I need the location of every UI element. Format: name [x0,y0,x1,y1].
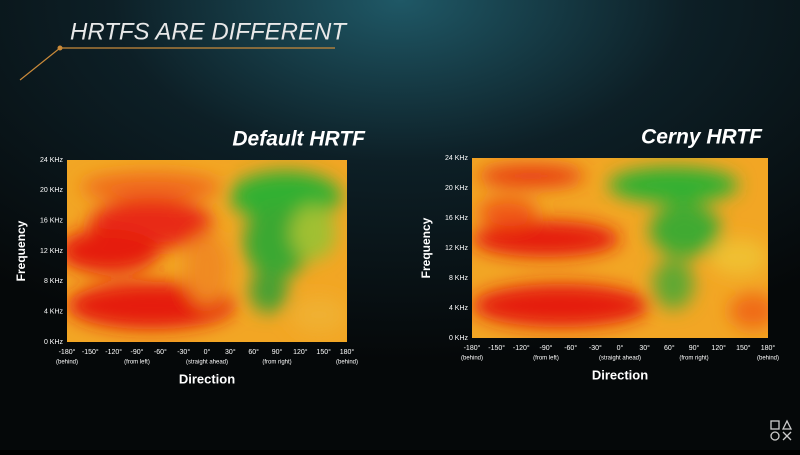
title-dot [57,45,63,51]
x-tick-label: 180° [340,348,355,356]
y-tick-label: 8 KHz [449,275,469,282]
x-tick-note: (straight ahead) [599,356,641,362]
x-tick-label: -60° [564,344,577,352]
heatmap-region [249,269,289,313]
x-tick-label: 180° [761,344,776,352]
x-tick-label: -30° [177,348,190,356]
y-tick-label: 0 KHz [449,335,469,342]
y-tick-label: 12 KHz [40,248,63,255]
heatmap [472,158,768,338]
heatmap-region [729,293,768,329]
heatmap-region [291,205,336,261]
x-tick-label: 0° [204,348,211,356]
x-tick-note: (from right) [262,360,291,366]
x-tick-note: (from left) [533,356,559,362]
y-tick-label: 20 KHz [445,185,468,192]
y-tick-label: 24 KHz [445,155,468,162]
ps-logo [770,419,793,441]
x-tick-note: (from right) [679,356,708,362]
x-tick-label: -90° [540,344,553,352]
heatmap-region [67,229,160,273]
heatmap-region [291,296,347,333]
heatmap-region [652,258,695,310]
y-tick-label: 20 KHz [40,187,63,194]
panel-title: Default HRTF [232,128,366,151]
heatmap-region [477,197,538,227]
heatmap-region [649,203,721,257]
x-tick-label: 150° [736,344,751,352]
heatmap-region [184,232,230,306]
x-tick-label: 60° [248,348,259,356]
x-tick-note: (from left) [124,360,150,366]
y-tick-label: 4 KHz [44,309,64,316]
heatmap-blobs [472,165,768,329]
heatmap-region [477,165,585,187]
y-tick-label: 4 KHz [449,305,469,312]
y-tick-label: 12 KHz [445,245,468,252]
x-tick-label: 150° [316,348,331,356]
x-tick-label: -30° [589,344,602,352]
x-tick-label: 30° [639,344,650,352]
slide-title: HRTFS ARE DIFFERENT [70,18,348,45]
x-tick-label: 90° [272,348,283,356]
x-axis-label: Direction [179,371,235,386]
x-tick-label: 120° [293,348,308,356]
heatmap [67,160,347,342]
heatmap-region [81,172,221,202]
heatmap-region [708,239,768,275]
x-tick-label: -120° [513,344,530,352]
x-tick-label: -90° [131,348,144,356]
x-tick-label: -60° [154,348,167,356]
x-tick-note: (behind) [757,356,779,362]
heatmap-region [472,221,620,257]
x-tick-label: -180° [464,344,481,352]
x-tick-note: (straight ahead) [186,360,228,366]
x-tick-label: -150° [82,348,99,356]
y-tick-label: 16 KHz [40,218,63,225]
heatmap-blobs [67,170,347,333]
y-axis-label: Frequency [419,217,433,278]
x-tick-label: -120° [105,348,122,356]
x-tick-label: -180° [59,348,76,356]
x-tick-note: (behind) [336,360,358,366]
y-tick-label: 16 KHz [445,215,468,222]
y-tick-label: 0 KHz [44,339,64,346]
x-tick-note: (behind) [56,360,78,366]
y-tick-label: 8 KHz [44,278,64,285]
x-tick-label: 60° [664,344,675,352]
x-tick-label: -150° [488,344,505,352]
x-tick-label: 30° [225,348,236,356]
x-axis-label: Direction [592,367,648,382]
heatmap-region [472,284,650,328]
x-tick-note: (behind) [461,356,483,362]
x-tick-label: 90° [689,344,700,352]
panel-title: Cerny HRTF [641,126,763,149]
x-tick-label: 120° [711,344,726,352]
y-tick-label: 24 KHz [40,157,63,164]
heatmap-region [608,167,739,203]
x-tick-label: 0° [617,344,624,352]
y-axis-label: Frequency [14,220,28,281]
